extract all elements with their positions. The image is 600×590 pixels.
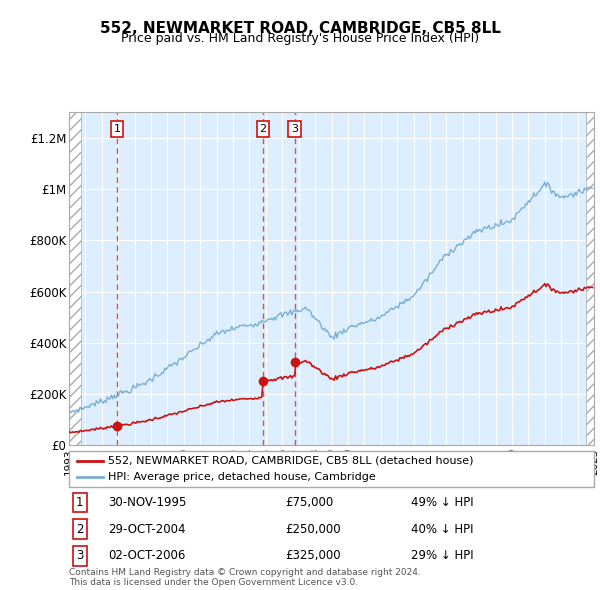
Text: 40% ↓ HPI: 40% ↓ HPI [411,523,473,536]
Text: £250,000: £250,000 [285,523,341,536]
Text: 2: 2 [260,124,267,134]
Text: 1: 1 [113,124,121,134]
Text: 552, NEWMARKET ROAD, CAMBRIDGE, CB5 8LL (detached house): 552, NEWMARKET ROAD, CAMBRIDGE, CB5 8LL … [109,456,474,466]
Text: 29% ↓ HPI: 29% ↓ HPI [411,549,473,562]
Text: £75,000: £75,000 [285,496,333,509]
Text: £325,000: £325,000 [285,549,341,562]
Text: Price paid vs. HM Land Registry's House Price Index (HPI): Price paid vs. HM Land Registry's House … [121,32,479,45]
Text: 2: 2 [76,523,83,536]
Text: 552, NEWMARKET ROAD, CAMBRIDGE, CB5 8LL: 552, NEWMARKET ROAD, CAMBRIDGE, CB5 8LL [100,21,500,35]
Text: 3: 3 [76,549,83,562]
Text: 29-OCT-2004: 29-OCT-2004 [108,523,185,536]
Text: 3: 3 [291,124,298,134]
Text: HPI: Average price, detached house, Cambridge: HPI: Average price, detached house, Camb… [109,472,376,482]
Text: 30-NOV-1995: 30-NOV-1995 [108,496,187,509]
Text: 02-OCT-2006: 02-OCT-2006 [108,549,185,562]
Text: 49% ↓ HPI: 49% ↓ HPI [411,496,473,509]
Text: Contains HM Land Registry data © Crown copyright and database right 2024.
This d: Contains HM Land Registry data © Crown c… [69,568,421,587]
Text: 1: 1 [76,496,83,509]
